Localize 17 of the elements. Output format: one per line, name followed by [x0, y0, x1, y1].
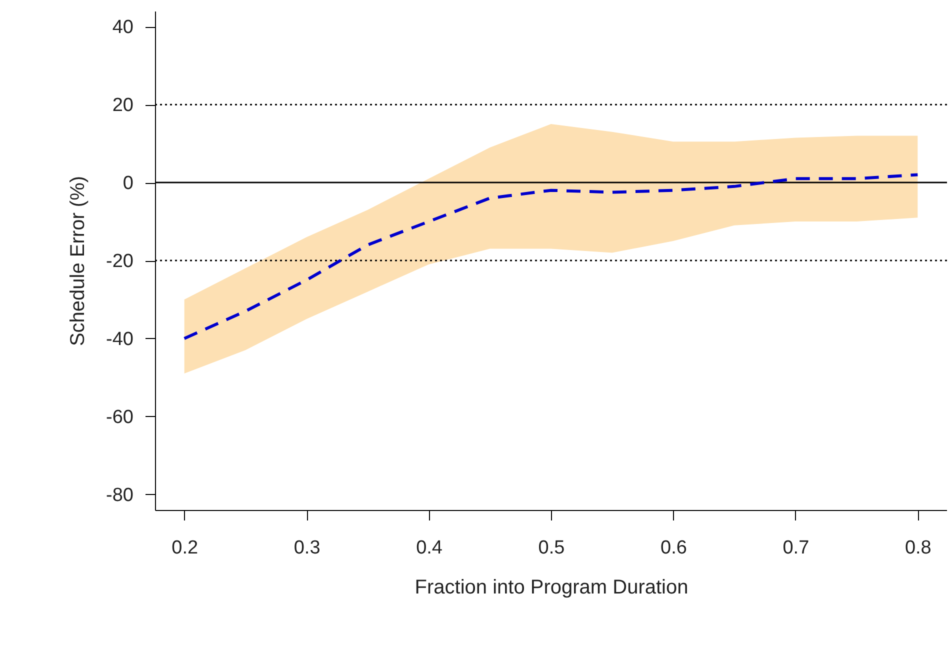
y-axis-title: Schedule Error (%) [67, 176, 90, 346]
x-tick-label: 0.7 [782, 538, 810, 558]
y-tick-label: 40 [112, 17, 134, 38]
x-axis-title: Fraction into Program Duration [414, 576, 688, 598]
x-tick-label: 0.4 [416, 538, 443, 558]
x-tick-label: 0.5 [538, 538, 565, 558]
x-tick-label: 0.6 [660, 538, 687, 558]
y-tick-label: 0 [122, 173, 134, 194]
y-tick-label: 20 [112, 95, 134, 116]
x-tick-label: 0.3 [294, 538, 320, 558]
y-tick-label: -40 [106, 328, 134, 350]
y-tick-label: -20 [106, 251, 134, 272]
y-tick-label: -80 [106, 484, 134, 506]
x-tick-label: 0.8 [904, 538, 932, 558]
y-tick-label: -60 [106, 406, 134, 428]
x-tick-label: 0.2 [172, 538, 198, 558]
line-series [182, 173, 920, 340]
